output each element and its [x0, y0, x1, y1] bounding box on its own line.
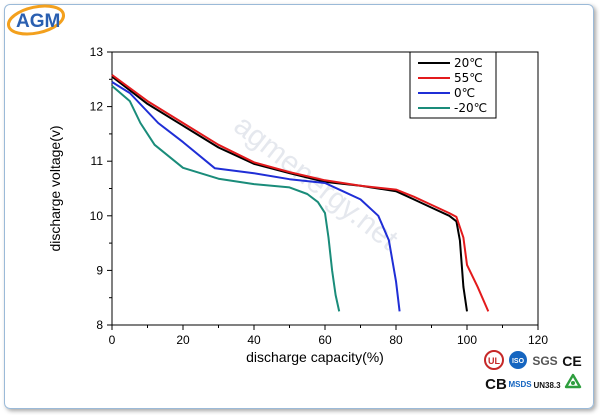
cb-badge-text: CB: [485, 376, 507, 393]
msds-badge-text: MSDS: [508, 380, 532, 389]
x-tick-label: 60: [318, 333, 332, 347]
logo-text: AGM: [16, 11, 60, 32]
y-tick-label: 12: [90, 100, 104, 114]
legend-label: 0℃: [454, 86, 475, 100]
y-tick-label: 9: [96, 263, 103, 277]
iso-badge-text: ISO: [512, 358, 525, 365]
series-line-0: [111, 81, 401, 312]
logo-ring-icon: [6, 4, 66, 36]
x-tick-label: 0: [109, 333, 116, 347]
x-tick-label: 40: [247, 333, 261, 347]
ce-badge-text: CE: [562, 353, 581, 369]
series-line-55: [111, 74, 490, 312]
brand-logo: AGM: [6, 4, 66, 36]
y-tick-label: 10: [90, 209, 104, 223]
y-tick-label: 13: [90, 45, 104, 59]
sgs-badge-text: SGS: [532, 354, 557, 368]
x-axis-label: discharge capacity(%): [246, 349, 384, 365]
un383-badge-text: UN38.3: [533, 381, 561, 390]
x-tick-label: 120: [528, 333, 548, 347]
y-tick-label: 8: [96, 318, 103, 332]
legend-label: -20℃: [454, 101, 487, 115]
card-frame: [4, 4, 594, 409]
recycle-triangle: [564, 373, 582, 389]
series-line-20: [111, 85, 341, 312]
x-tick-label: 80: [389, 333, 403, 347]
iso-badge-icon: [509, 351, 527, 369]
y-axis-label: discharge voltage(v): [47, 125, 63, 251]
y-tick-label: 11: [91, 154, 104, 168]
ul-badge-icon: [484, 350, 504, 370]
ul-badge-text: UL: [488, 356, 500, 366]
legend-label: 20℃: [454, 56, 483, 70]
recycle-dot: [571, 381, 575, 385]
x-tick-label: 20: [176, 333, 190, 347]
x-tick-label: 100: [457, 333, 477, 347]
legend-label: 55℃: [454, 71, 483, 85]
recycle-icon: [564, 373, 582, 389]
